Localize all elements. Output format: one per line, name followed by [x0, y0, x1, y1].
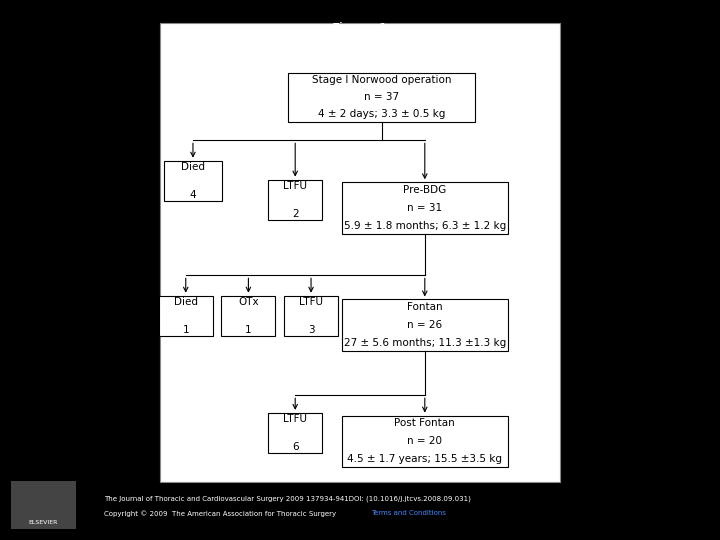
- Text: Figure 1: Figure 1: [332, 22, 388, 36]
- Text: 4: 4: [189, 190, 197, 200]
- Text: Stage I Norwood operation: Stage I Norwood operation: [312, 75, 451, 85]
- Text: 1: 1: [245, 325, 252, 335]
- Bar: [284, 296, 338, 336]
- Bar: [158, 296, 213, 336]
- Text: 1: 1: [182, 325, 189, 335]
- Text: Copyright © 2009  The American Association for Thoracic Surgery: Copyright © 2009 The American Associatio…: [104, 510, 339, 517]
- Bar: [342, 416, 508, 467]
- Text: Pre-BDG: Pre-BDG: [403, 185, 446, 195]
- Text: n = 20: n = 20: [408, 436, 442, 446]
- Text: Terms and Conditions: Terms and Conditions: [371, 510, 446, 516]
- Text: Fontan: Fontan: [407, 302, 443, 312]
- Bar: [164, 160, 222, 201]
- Text: Post Fontan: Post Fontan: [395, 418, 455, 428]
- Bar: [11, 481, 76, 529]
- Text: 4.5 ± 1.7 years; 15.5 ±3.5 kg: 4.5 ± 1.7 years; 15.5 ±3.5 kg: [347, 454, 503, 464]
- Bar: [342, 183, 508, 233]
- Text: 2: 2: [292, 209, 299, 219]
- Text: 5.9 ± 1.8 months; 6.3 ± 1.2 kg: 5.9 ± 1.8 months; 6.3 ± 1.2 kg: [343, 221, 506, 231]
- Text: LTFU: LTFU: [299, 296, 323, 307]
- Bar: [268, 179, 323, 220]
- Text: 6: 6: [292, 442, 299, 453]
- Bar: [268, 413, 323, 454]
- Bar: [342, 299, 508, 351]
- Text: n = 31: n = 31: [408, 203, 442, 213]
- Text: 27 ± 5.6 months; 11.3 ±1.3 kg: 27 ± 5.6 months; 11.3 ±1.3 kg: [343, 338, 506, 348]
- Text: 4 ± 2 days; 3.3 ± 0.5 kg: 4 ± 2 days; 3.3 ± 0.5 kg: [318, 109, 445, 119]
- Text: OTx: OTx: [238, 296, 258, 307]
- Text: ELSEVIER: ELSEVIER: [29, 520, 58, 525]
- Text: n = 26: n = 26: [408, 320, 442, 330]
- Text: n = 37: n = 37: [364, 92, 399, 102]
- Text: LTFU: LTFU: [283, 180, 307, 191]
- Text: Died: Died: [174, 296, 198, 307]
- Bar: [222, 296, 276, 336]
- Text: 3: 3: [307, 325, 315, 335]
- Bar: [288, 73, 475, 122]
- Text: The Journal of Thoracic and Cardiovascular Surgery 2009 137934-941DOI: (10.1016/: The Journal of Thoracic and Cardiovascul…: [104, 496, 472, 502]
- Text: Died: Died: [181, 161, 205, 172]
- Bar: [160, 23, 560, 482]
- Text: LTFU: LTFU: [283, 414, 307, 424]
